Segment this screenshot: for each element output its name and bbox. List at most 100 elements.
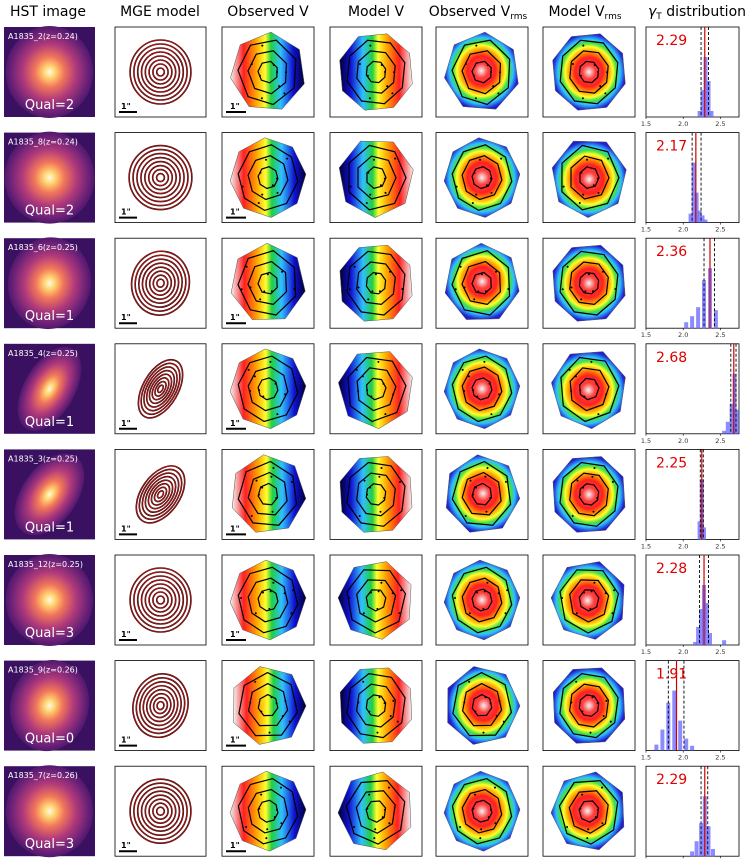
bin-center-dot [288, 720, 291, 723]
bin-center-dot [483, 360, 486, 363]
bin-center-dot [506, 589, 509, 592]
scale-label: 1" [230, 524, 240, 533]
quality-label: Qual=2 [25, 204, 74, 219]
model-vrms-panel [542, 343, 636, 435]
mge-contour [133, 43, 188, 101]
mge-contour [131, 250, 190, 316]
bin-center-dot [382, 382, 385, 385]
header-observed-vrms: Observed Vrms [429, 4, 528, 22]
map-contour [247, 577, 289, 623]
map-contour [365, 271, 387, 295]
bin-center-dot [366, 493, 368, 496]
mge-contour [152, 169, 169, 187]
gamma-value-label: 2.28 [656, 561, 687, 577]
bin-center-dot [584, 290, 587, 293]
histogram-bar [722, 430, 727, 434]
bin-center-dot [474, 97, 477, 100]
bin-center-dot [400, 589, 403, 592]
mge-contour [129, 778, 192, 844]
bin-center-dot [570, 390, 573, 392]
bin-center-dot [258, 493, 260, 496]
map-contour [247, 366, 289, 412]
bin-center-dot [568, 368, 571, 371]
bin-center-dot [581, 793, 584, 796]
histogram-bar [690, 316, 695, 329]
gamma-value-label: 2.36 [656, 244, 687, 260]
map-contour [366, 166, 387, 189]
galaxy-glow [5, 765, 94, 858]
map-contour [461, 577, 503, 623]
bin-center-dot [579, 389, 582, 392]
bin-center-dot [380, 467, 383, 469]
bin-center-dot [271, 510, 274, 513]
bin-center-dot [609, 720, 612, 723]
galaxy-glow [4, 131, 95, 224]
observed-vrms-panel [435, 765, 529, 857]
map-contour [257, 377, 279, 401]
histogram-bar [672, 690, 677, 751]
observed-v-panel: 1" [221, 448, 315, 540]
gamma-histogram-panel: 2.29 1.5 2.0 2.5 [641, 26, 740, 128]
mge-contour [145, 266, 176, 300]
histogram-bar [696, 627, 701, 645]
bin-center-dot [586, 837, 589, 840]
map-contour [451, 460, 512, 526]
map-contour [355, 790, 396, 834]
galaxy-row: A1835_8(z=0.24) Qual=2 1" 1" 2.17 1.5 2.0 2.5 [4, 131, 740, 234]
histogram-bar [708, 633, 712, 645]
hist-tick-label: 2.5 [715, 542, 725, 550]
bin-center-dot [376, 731, 379, 734]
bin-center-dot [240, 597, 243, 599]
model-vrms-panel [542, 448, 636, 540]
model-v-panel [329, 660, 423, 751]
bin-center-dot [391, 92, 394, 95]
bin-center-dot [479, 158, 481, 161]
bin-center-dot [589, 607, 592, 610]
mge-contour [156, 701, 165, 711]
bin-center-dot [270, 696, 273, 699]
mge-model-panel: 1" [114, 554, 207, 646]
bin-center-dot [590, 590, 593, 593]
bin-center-dot [348, 597, 351, 599]
hist-tick-label: 2.0 [678, 331, 688, 339]
map-contour [247, 471, 288, 516]
bin-center-dot [583, 591, 585, 594]
map-contour [237, 144, 299, 212]
mge-contour [141, 51, 180, 93]
observed-v-panel: 1" [221, 26, 315, 118]
bin-center-dot [475, 44, 478, 47]
bin-center-dot [576, 479, 579, 482]
bin-center-dot [377, 590, 380, 593]
bin-center-dot [250, 63, 253, 65]
mge-contour [152, 591, 169, 609]
histogram-bar [691, 162, 696, 223]
bin-center-dot [561, 597, 564, 599]
bin-center-dot [469, 479, 472, 482]
bin-center-dot [357, 701, 360, 704]
hist-tick-label: 2.5 [715, 120, 725, 128]
bin-center-dot [265, 158, 267, 161]
bin-center-dot [455, 185, 458, 188]
map-contour [451, 144, 513, 212]
bin-center-dot [591, 290, 594, 293]
scale-label: 1" [230, 313, 240, 322]
map-contour [559, 39, 619, 105]
hist-tick-label: 1.5 [641, 437, 651, 445]
mge-contour [140, 362, 181, 415]
map-contour [569, 367, 610, 412]
bin-center-dot [483, 590, 486, 593]
map-contour [451, 777, 513, 845]
mge-contour [143, 366, 178, 412]
map-contour [357, 155, 397, 200]
histogram-bar [694, 841, 699, 857]
mge-contour [141, 472, 180, 517]
bin-center-dot [570, 701, 573, 704]
map-contour [471, 271, 492, 295]
bin-center-dot [378, 696, 381, 699]
model-v-panel [329, 765, 423, 857]
bin-center-dot [380, 64, 383, 66]
gamma-histogram-panel: 2.68 1.5 2.0 2.5 [641, 343, 740, 445]
bin-center-dot [254, 612, 257, 615]
bin-center-dot [476, 591, 478, 594]
bin-center-dot [281, 715, 284, 717]
